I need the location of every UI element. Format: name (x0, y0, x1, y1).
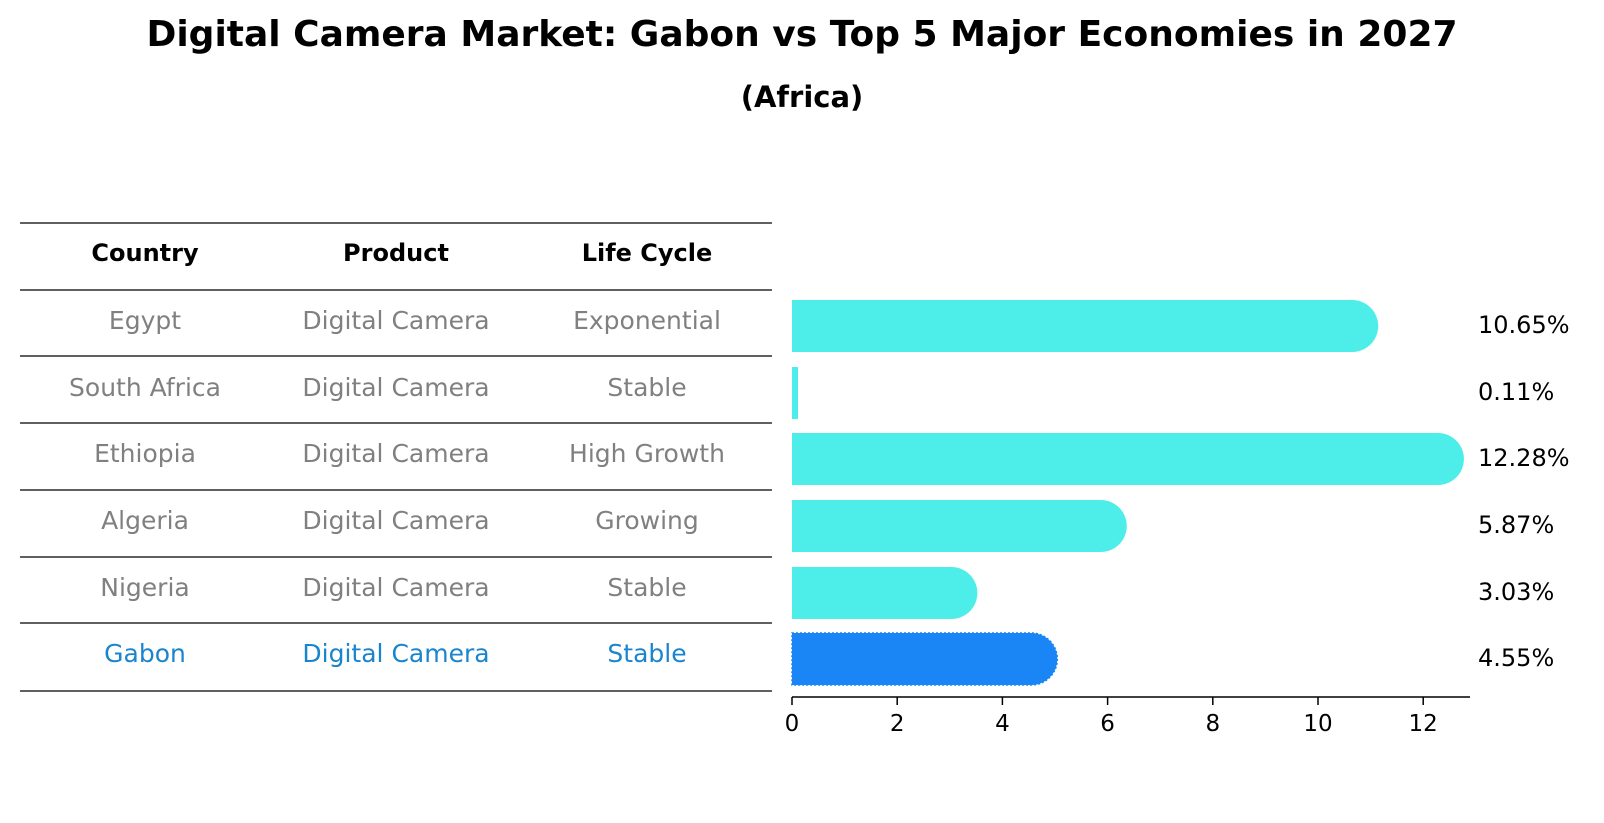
x-tick-label-0: 0 (785, 711, 800, 737)
bar-south-africa (792, 367, 798, 419)
table-cell-4-0: Nigeria (100, 573, 189, 602)
table-cell-2-1: Digital Camera (302, 439, 489, 468)
table-cell-0-0: Egypt (109, 306, 181, 335)
x-tick-label-4: 8 (1205, 711, 1220, 737)
table-cell-3-0: Algeria (101, 506, 189, 535)
table-cell-4-2: Stable (607, 573, 686, 602)
chart-subtitle: (Africa) (740, 80, 864, 114)
table-cell-0-1: Digital Camera (302, 306, 489, 335)
bar-algeria (792, 500, 1127, 552)
bar-egypt (792, 300, 1379, 352)
bar-value-label-1: 0.11% (1478, 378, 1554, 406)
x-tick-label-3: 6 (1100, 711, 1115, 737)
table-cell-2-2: High Growth (569, 439, 725, 468)
bar-nigeria (792, 567, 978, 619)
x-tick-label-2: 4 (995, 711, 1010, 737)
x-tick-label-5: 10 (1303, 711, 1332, 737)
table-cell-1-2: Stable (607, 373, 686, 402)
table-cell-5-2: Stable (607, 639, 686, 668)
chart-title: Digital Camera Market: Gabon vs Top 5 Ma… (146, 14, 1458, 55)
table-header-0: Country (91, 239, 199, 267)
table-cell-3-1: Digital Camera (302, 506, 489, 535)
bar-value-label-0: 10.65% (1478, 311, 1570, 339)
table-cell-5-1: Digital Camera (302, 639, 489, 668)
table-cell-4-1: Digital Camera (302, 573, 489, 602)
table-header-1: Product (343, 239, 449, 267)
table-cell-2-0: Ethiopia (94, 439, 196, 468)
table-cell-5-0: Gabon (104, 639, 186, 668)
bar-value-label-2: 12.28% (1478, 444, 1570, 472)
table-cell-0-2: Exponential (573, 306, 721, 335)
table-cell-3-2: Growing (595, 506, 699, 535)
bar-ethiopia (792, 433, 1464, 485)
table-cell-1-0: South Africa (69, 373, 221, 402)
bar-value-label-5: 4.55% (1478, 644, 1554, 672)
bar-value-label-3: 5.87% (1478, 511, 1554, 539)
x-tick-label-6: 12 (1409, 711, 1438, 737)
bar-gabon (791, 632, 1059, 686)
table-cell-1-1: Digital Camera (302, 373, 489, 402)
table-header-2: Life Cycle (582, 239, 713, 267)
bar-value-label-4: 3.03% (1478, 578, 1554, 606)
x-tick-label-1: 2 (890, 711, 905, 737)
